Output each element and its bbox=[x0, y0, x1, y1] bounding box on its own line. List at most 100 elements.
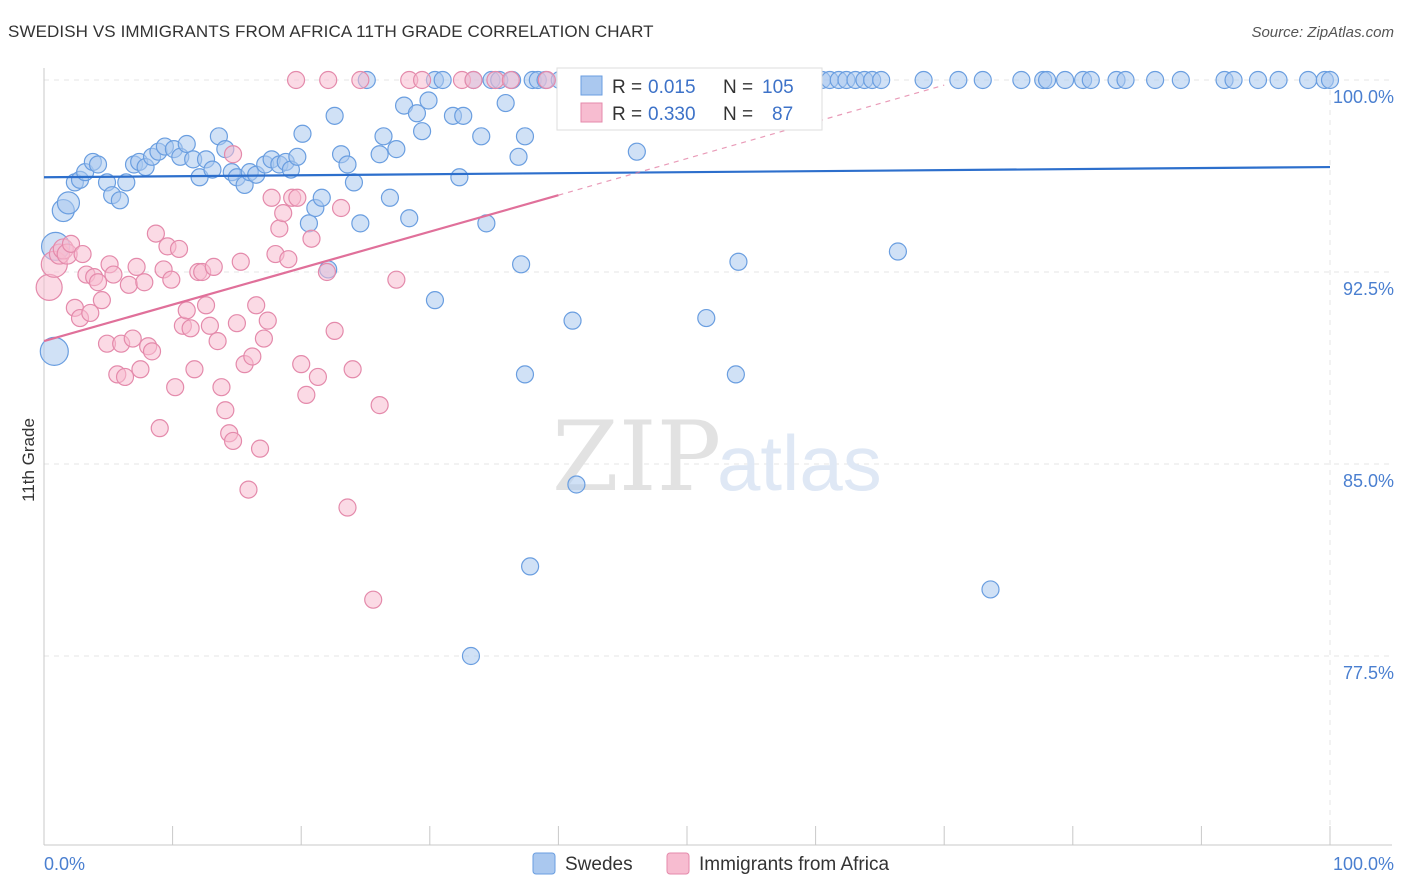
point-swedes bbox=[288, 147, 307, 166]
point-swedes bbox=[412, 122, 432, 141]
legend-box: R = 0.015 N = 105 R = 0.330 N = 87 bbox=[556, 67, 823, 131]
point-africa bbox=[131, 360, 150, 379]
point-swedes bbox=[949, 70, 968, 90]
chart-title: SWEDISH VS IMMIGRANTS FROM AFRICA 11TH G… bbox=[8, 22, 654, 41]
point-africa bbox=[216, 401, 235, 420]
point-africa bbox=[231, 252, 250, 271]
point-swedes bbox=[973, 70, 992, 90]
point-africa bbox=[270, 219, 289, 238]
y-tick-label: 92.5% bbox=[1343, 279, 1394, 299]
point-swedes bbox=[370, 145, 389, 164]
point-swedes bbox=[312, 188, 331, 207]
point-swedes bbox=[521, 557, 540, 576]
point-africa bbox=[319, 70, 338, 90]
legend-r-value-swedes: 0.015 bbox=[648, 77, 696, 98]
point-swedes bbox=[117, 173, 136, 192]
point-africa bbox=[288, 188, 307, 207]
point-africa bbox=[123, 329, 142, 348]
point-africa bbox=[292, 355, 311, 374]
point-swedes bbox=[1081, 70, 1100, 90]
point-africa bbox=[223, 431, 243, 451]
point-africa bbox=[119, 275, 138, 294]
point-swedes bbox=[567, 475, 586, 494]
point-africa bbox=[250, 439, 270, 458]
point-africa bbox=[464, 70, 483, 90]
trend-layer bbox=[43, 84, 1331, 343]
point-swedes bbox=[351, 214, 370, 233]
point-africa bbox=[343, 360, 362, 379]
x-tick-label: 100.0% bbox=[1333, 854, 1394, 874]
point-swedes bbox=[110, 191, 129, 210]
point-swedes bbox=[293, 124, 312, 143]
point-africa bbox=[181, 319, 200, 338]
point-africa bbox=[212, 378, 231, 397]
point-swedes bbox=[454, 106, 473, 125]
legend-n-label-africa: N = bbox=[723, 104, 753, 125]
point-africa bbox=[317, 262, 337, 282]
point-africa bbox=[262, 188, 281, 207]
point-swedes bbox=[1012, 70, 1031, 90]
point-africa bbox=[142, 342, 162, 361]
point-africa bbox=[412, 70, 432, 90]
point-africa bbox=[162, 270, 181, 289]
point-africa bbox=[208, 332, 227, 351]
y-axis-label: 11th Grade bbox=[19, 418, 38, 502]
point-africa bbox=[177, 301, 196, 320]
point-africa bbox=[387, 270, 406, 289]
y-tick-label: 77.5% bbox=[1343, 663, 1394, 683]
watermark-atlas: atlas bbox=[717, 419, 882, 507]
bottom-legend: Swedes Immigrants from Africa bbox=[532, 852, 889, 875]
point-africa bbox=[227, 314, 246, 333]
point-swedes bbox=[419, 91, 438, 110]
trend-extension-africa bbox=[558, 84, 945, 196]
point-swedes bbox=[177, 134, 196, 154]
bottom-legend-label-africa: Immigrants from Africa bbox=[699, 854, 889, 875]
point-swedes bbox=[400, 209, 419, 228]
point-africa bbox=[135, 273, 154, 292]
point-africa bbox=[92, 291, 111, 310]
point-africa bbox=[243, 347, 262, 366]
point-swedes bbox=[888, 242, 908, 261]
x-tick-label: 0.0% bbox=[44, 854, 85, 874]
point-africa bbox=[127, 257, 146, 276]
point-africa bbox=[302, 229, 321, 248]
point-swedes bbox=[1299, 70, 1318, 90]
point-swedes bbox=[450, 168, 469, 187]
point-africa bbox=[537, 70, 556, 90]
point-swedes bbox=[325, 106, 344, 125]
point-africa bbox=[308, 367, 328, 387]
point-africa bbox=[351, 70, 370, 90]
point-africa bbox=[370, 396, 389, 415]
point-swedes bbox=[1171, 70, 1190, 90]
y-tick-labels: 77.5% 85.0% 92.5% 100.0% bbox=[1333, 87, 1394, 683]
grid-layer bbox=[44, 70, 1392, 845]
point-swedes bbox=[374, 127, 393, 146]
point-swedes bbox=[425, 291, 445, 310]
point-swedes bbox=[433, 70, 452, 90]
point-africa bbox=[239, 480, 258, 499]
point-africa bbox=[196, 296, 216, 315]
point-africa bbox=[223, 145, 243, 164]
legend-n-value-swedes: 105 bbox=[762, 77, 794, 98]
point-africa bbox=[61, 234, 81, 253]
point-africa bbox=[150, 419, 169, 438]
point-swedes bbox=[407, 104, 427, 123]
point-africa bbox=[247, 296, 266, 315]
bottom-legend-label-swedes: Swedes bbox=[565, 854, 633, 875]
point-swedes bbox=[338, 155, 357, 174]
point-swedes bbox=[515, 365, 535, 384]
point-swedes bbox=[729, 252, 748, 271]
point-swedes bbox=[1055, 70, 1075, 90]
y-tick-label: 85.0% bbox=[1343, 471, 1394, 491]
point-africa bbox=[297, 385, 316, 404]
point-swedes bbox=[1116, 70, 1135, 90]
point-africa bbox=[331, 198, 351, 218]
point-swedes bbox=[203, 160, 222, 179]
point-swedes bbox=[299, 214, 319, 233]
point-swedes bbox=[56, 191, 81, 215]
point-swedes bbox=[981, 580, 1000, 599]
axes-layer bbox=[43, 68, 1392, 846]
point-africa bbox=[286, 70, 306, 90]
point-swedes bbox=[512, 255, 531, 274]
